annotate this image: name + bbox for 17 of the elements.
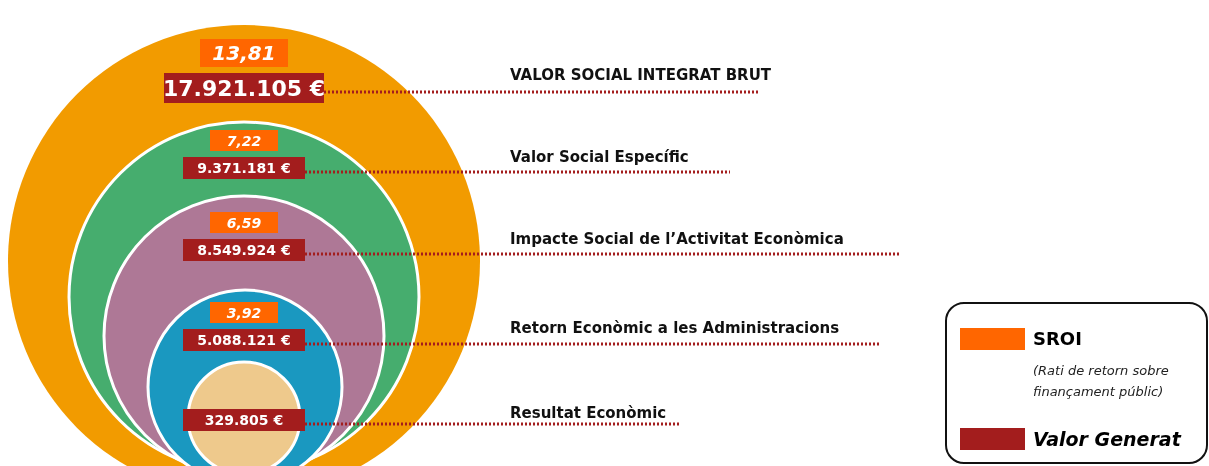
data-label: 13,81 [212,41,276,66]
data-label: 8.549.924 € [197,242,291,259]
data-label: 329.805 € [204,412,284,429]
data-label: 9.371.181 € [197,160,291,177]
data-label: 3,92 [226,304,262,321]
data-label: 6,59 [226,214,262,231]
category-label: Valor Social Específic [510,148,689,166]
category-label: Resultat Econòmic [510,404,667,422]
data-label: 7,22 [226,132,262,149]
data-label: 5.088.121 € [197,332,291,349]
legend-label: Valor Generat [1033,427,1182,450]
text: (Rati de retorn sobre finançament públic) [1033,363,1169,399]
category-label: Impacte Social de l’Activitat Econòmica [510,230,844,248]
category-label: VALOR SOCIAL INTEGRAT BRUT [510,66,772,84]
category-label: Retorn Econòmic a les Administracions [510,319,840,337]
legend-label: SROI [1033,328,1082,350]
data-label: 17.921.105 € [162,75,326,101]
